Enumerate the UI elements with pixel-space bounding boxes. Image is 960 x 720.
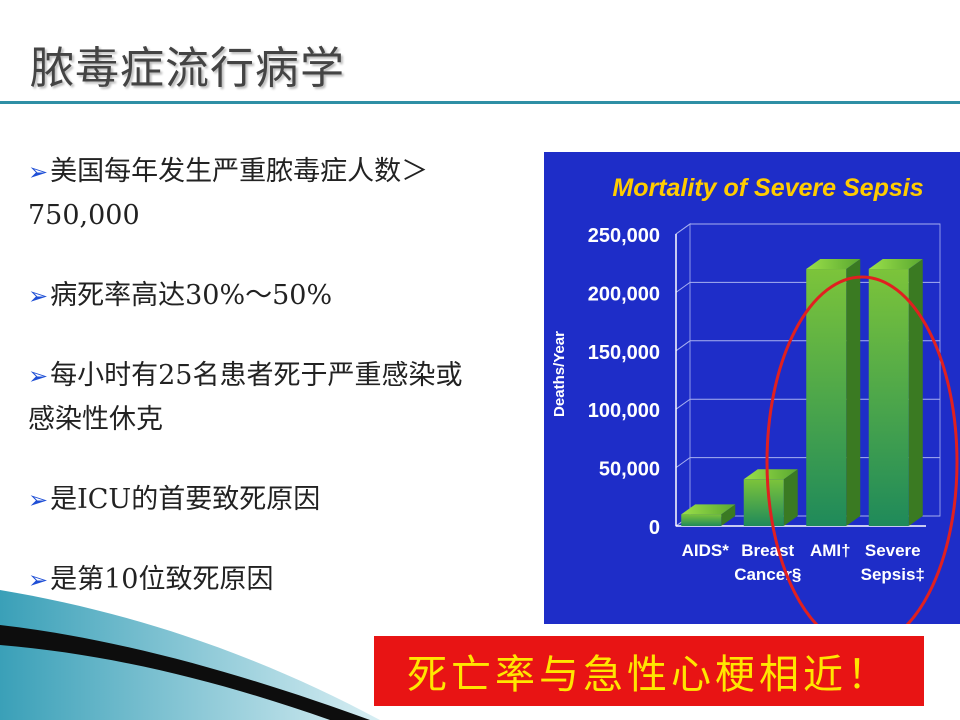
chart-title: Mortality of Severe Sepsis [612, 174, 923, 202]
decorative-swoosh [0, 590, 380, 720]
bar-top [743, 469, 798, 480]
bullet-item: ➢是第10位致死原因 [28, 564, 274, 595]
bar-top [681, 504, 736, 515]
bar [868, 269, 909, 526]
bullet-item: ➢美国每年发生严重脓毒症人数＞750,000 [28, 156, 429, 231]
bar-side [721, 504, 736, 526]
bar-top [868, 259, 923, 270]
bar [681, 514, 722, 526]
mortality-chart: Mortality of Severe Sepsis Deaths/Year 0… [544, 152, 960, 649]
slide-title: 脓毒症流行病学 [30, 43, 345, 94]
x-tick-label: AMI† [810, 541, 851, 560]
y-tick-label: 100,000 [588, 400, 660, 422]
gridline [675, 223, 940, 235]
arrow-bullet-icon: ➢ [28, 158, 49, 186]
arrow-bullet-icon: ➢ [28, 362, 49, 390]
y-axis-label: Deaths/Year [551, 331, 568, 417]
callout-banner: 死亡率与急性心梗相近！ [374, 636, 924, 706]
callout-text: 死亡率与急性心梗相近！ [407, 652, 891, 698]
x-tick-label: Severe [865, 541, 921, 560]
bullet-item: ➢每小时有25名患者死于严重感染或感染性休克 [28, 360, 463, 435]
bar [806, 269, 847, 526]
bar-side [783, 469, 798, 526]
bullet-item: ➢是ICU的首要致死原因 [28, 484, 321, 515]
y-tick-label: 200,000 [588, 283, 660, 305]
bullet-list: ➢美国每年发生严重脓毒症人数＞750,000 ➢病死率高达30%～50% ➢每小… [28, 150, 478, 638]
x-tick-label: AIDS* [682, 541, 730, 560]
bar-side [846, 259, 861, 526]
bar-side [908, 259, 923, 526]
arrow-bullet-icon: ➢ [28, 486, 49, 514]
bar [743, 479, 784, 526]
bullet-item: ➢病死率高达30%～50% [28, 280, 333, 311]
x-tick-label: Sepsis‡ [861, 565, 925, 584]
arrow-bullet-icon: ➢ [28, 282, 49, 310]
chart-svg: Mortality of Severe Sepsis Deaths/Year 0… [551, 174, 959, 649]
chart-side-wall [675, 223, 691, 527]
title-divider [0, 101, 960, 104]
x-tick-label: Cancer§ [734, 565, 801, 584]
bar-top [806, 259, 861, 270]
y-tick-label: 250,000 [588, 225, 660, 247]
x-tick-label: Breast [741, 541, 794, 560]
y-tick-label: 50,000 [599, 459, 660, 481]
arrow-bullet-icon: ➢ [28, 566, 49, 594]
y-tick-label: 0 [649, 517, 660, 539]
y-tick-label: 150,000 [588, 342, 660, 364]
